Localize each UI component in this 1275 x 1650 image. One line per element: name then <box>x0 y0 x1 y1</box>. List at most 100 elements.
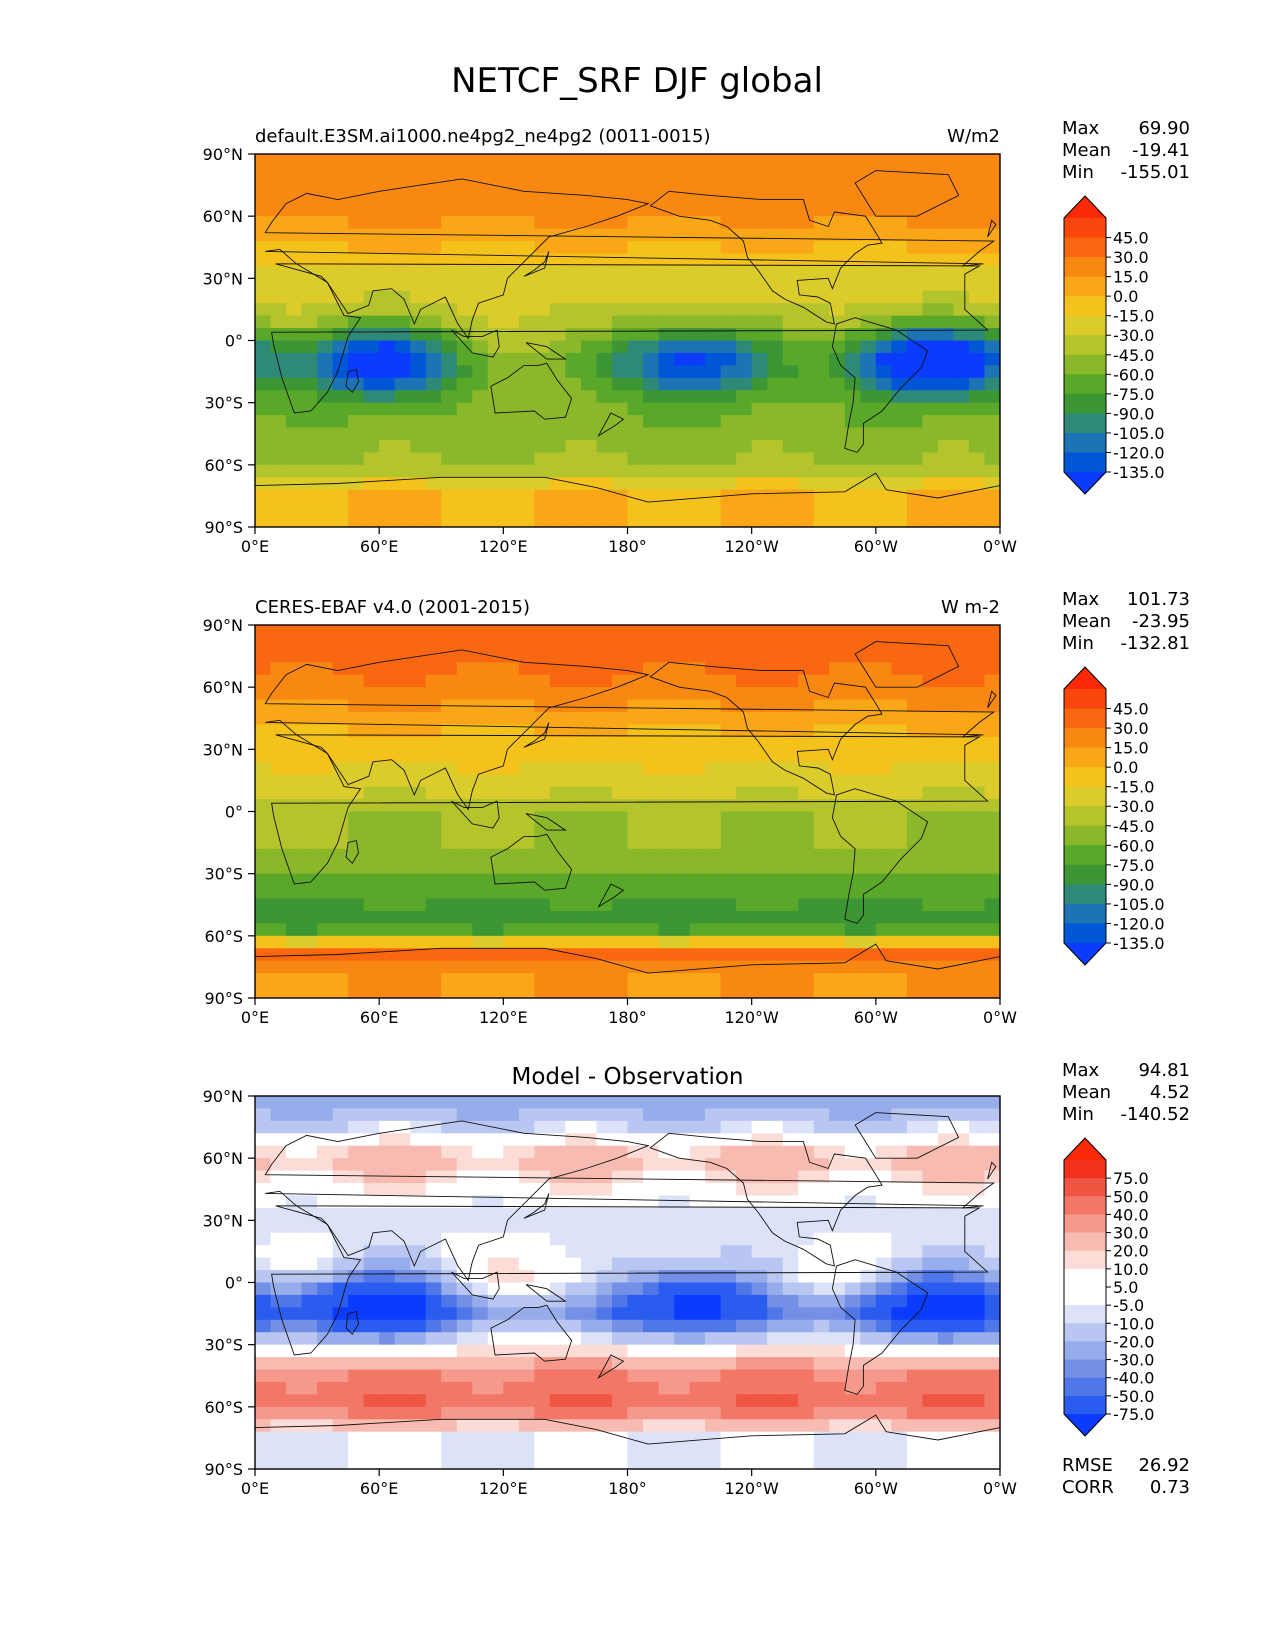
heatmap-cell <box>363 178 380 192</box>
heatmap-cell <box>922 1357 939 1371</box>
heatmap-cell <box>565 228 582 242</box>
heatmap-cell <box>689 848 706 862</box>
heatmap-cell <box>736 625 753 639</box>
heatmap-cell <box>565 799 582 813</box>
heatmap-cell <box>782 625 799 639</box>
heatmap-cell <box>332 477 349 491</box>
heatmap-cell <box>487 514 504 527</box>
heatmap-cell <box>472 352 489 366</box>
heatmap-cell <box>379 649 396 663</box>
heatmap-cell <box>829 1145 846 1159</box>
heatmap-cell <box>301 1145 318 1159</box>
heatmap-cell <box>782 749 799 763</box>
heatmap-cell <box>643 985 660 998</box>
heatmap-cell <box>813 1220 830 1234</box>
heatmap-cell <box>689 265 706 279</box>
heatmap-cell <box>829 216 846 230</box>
heatmap-cell <box>813 1307 830 1321</box>
heatmap-cell <box>441 935 458 949</box>
heatmap-cell <box>441 241 458 255</box>
heatmap-cell <box>611 948 629 962</box>
heatmap-cell <box>968 637 986 651</box>
heatmap-cell <box>829 774 846 788</box>
heatmap-cell <box>394 823 411 837</box>
heatmap-cell <box>968 1332 986 1346</box>
heatmap-cell <box>255 687 272 701</box>
heatmap-cell <box>829 1357 846 1371</box>
heatmap-cell <box>456 960 473 974</box>
heatmap-cell <box>658 699 675 713</box>
coastline <box>345 839 359 865</box>
heatmap-cell <box>906 786 923 800</box>
heatmap-cell <box>782 1344 799 1358</box>
heatmap-cell <box>798 1096 815 1110</box>
heatmap-cell <box>286 774 303 788</box>
heatmap-cell <box>270 477 287 491</box>
heatmap-cell <box>503 352 520 366</box>
heatmap-cell <box>627 315 644 329</box>
heatmap-cell <box>549 328 567 342</box>
heatmap-cell <box>984 873 1000 887</box>
heatmap-cell <box>270 662 287 676</box>
heatmap-cell <box>984 477 1000 491</box>
heatmap-cell <box>643 402 660 416</box>
heatmap-cell <box>332 1270 349 1284</box>
heatmap-cell <box>891 191 908 205</box>
heatmap-cell <box>829 873 846 887</box>
heatmap-cell <box>394 415 411 429</box>
heatmap-cell <box>736 749 753 763</box>
heatmap-cell <box>689 1394 706 1408</box>
heatmap-cell <box>596 303 613 317</box>
heatmap-cell <box>953 935 970 949</box>
heatmap-cell <box>472 973 489 987</box>
heatmap-cell <box>627 303 644 317</box>
heatmap-cell <box>813 1108 830 1122</box>
heatmap-cell <box>984 1456 1000 1469</box>
heatmap-cell <box>658 1406 675 1420</box>
heatmap-cell <box>674 861 691 875</box>
heatmap-cell <box>906 502 923 516</box>
heatmap-cell <box>736 290 753 304</box>
heatmap-cell <box>860 439 877 453</box>
heatmap-cell <box>472 674 489 688</box>
heatmap-cell <box>705 253 722 267</box>
heatmap-cell <box>705 191 722 205</box>
heatmap-cell <box>472 923 489 937</box>
heatmap-cell <box>689 402 706 416</box>
heatmap-cell <box>674 290 691 304</box>
heatmap-cell <box>425 278 442 292</box>
stat-label: Mean <box>1062 611 1111 632</box>
heatmap-cell <box>705 1332 722 1346</box>
heatmap-cell <box>441 1270 458 1284</box>
heatmap-cell <box>472 811 489 825</box>
heatmap-cell <box>906 1319 923 1333</box>
heatmap-cell <box>813 649 830 663</box>
heatmap-cell <box>487 848 504 862</box>
heatmap-cell <box>813 910 830 924</box>
heatmap-cell <box>891 786 908 800</box>
heatmap-cell <box>705 811 722 825</box>
heatmap-cell <box>767 241 784 255</box>
heatmap-cell <box>348 290 365 304</box>
heatmap-cell <box>394 836 411 850</box>
heatmap-cell <box>674 1183 691 1197</box>
heatmap-cell <box>472 278 489 292</box>
heatmap-cell <box>689 452 706 466</box>
heatmap-cell <box>565 625 582 639</box>
heatmap-cell <box>270 823 287 837</box>
heatmap-cell <box>487 1419 504 1433</box>
heatmap-cell <box>984 390 1000 404</box>
heatmap-cell <box>968 799 986 813</box>
heatmap-cell <box>286 935 303 949</box>
heatmap-cell <box>270 1419 287 1433</box>
heatmap-cell <box>534 340 551 354</box>
heatmap-cell <box>611 799 629 813</box>
heatmap-cell <box>627 154 644 168</box>
heatmap-cell <box>813 736 830 750</box>
heatmap-cell <box>487 1257 504 1271</box>
heatmap-cell <box>782 948 799 962</box>
heatmap-cell <box>643 477 660 491</box>
heatmap-cell <box>736 736 753 750</box>
heatmap-cell <box>891 328 908 342</box>
heatmap-cell <box>301 228 318 242</box>
